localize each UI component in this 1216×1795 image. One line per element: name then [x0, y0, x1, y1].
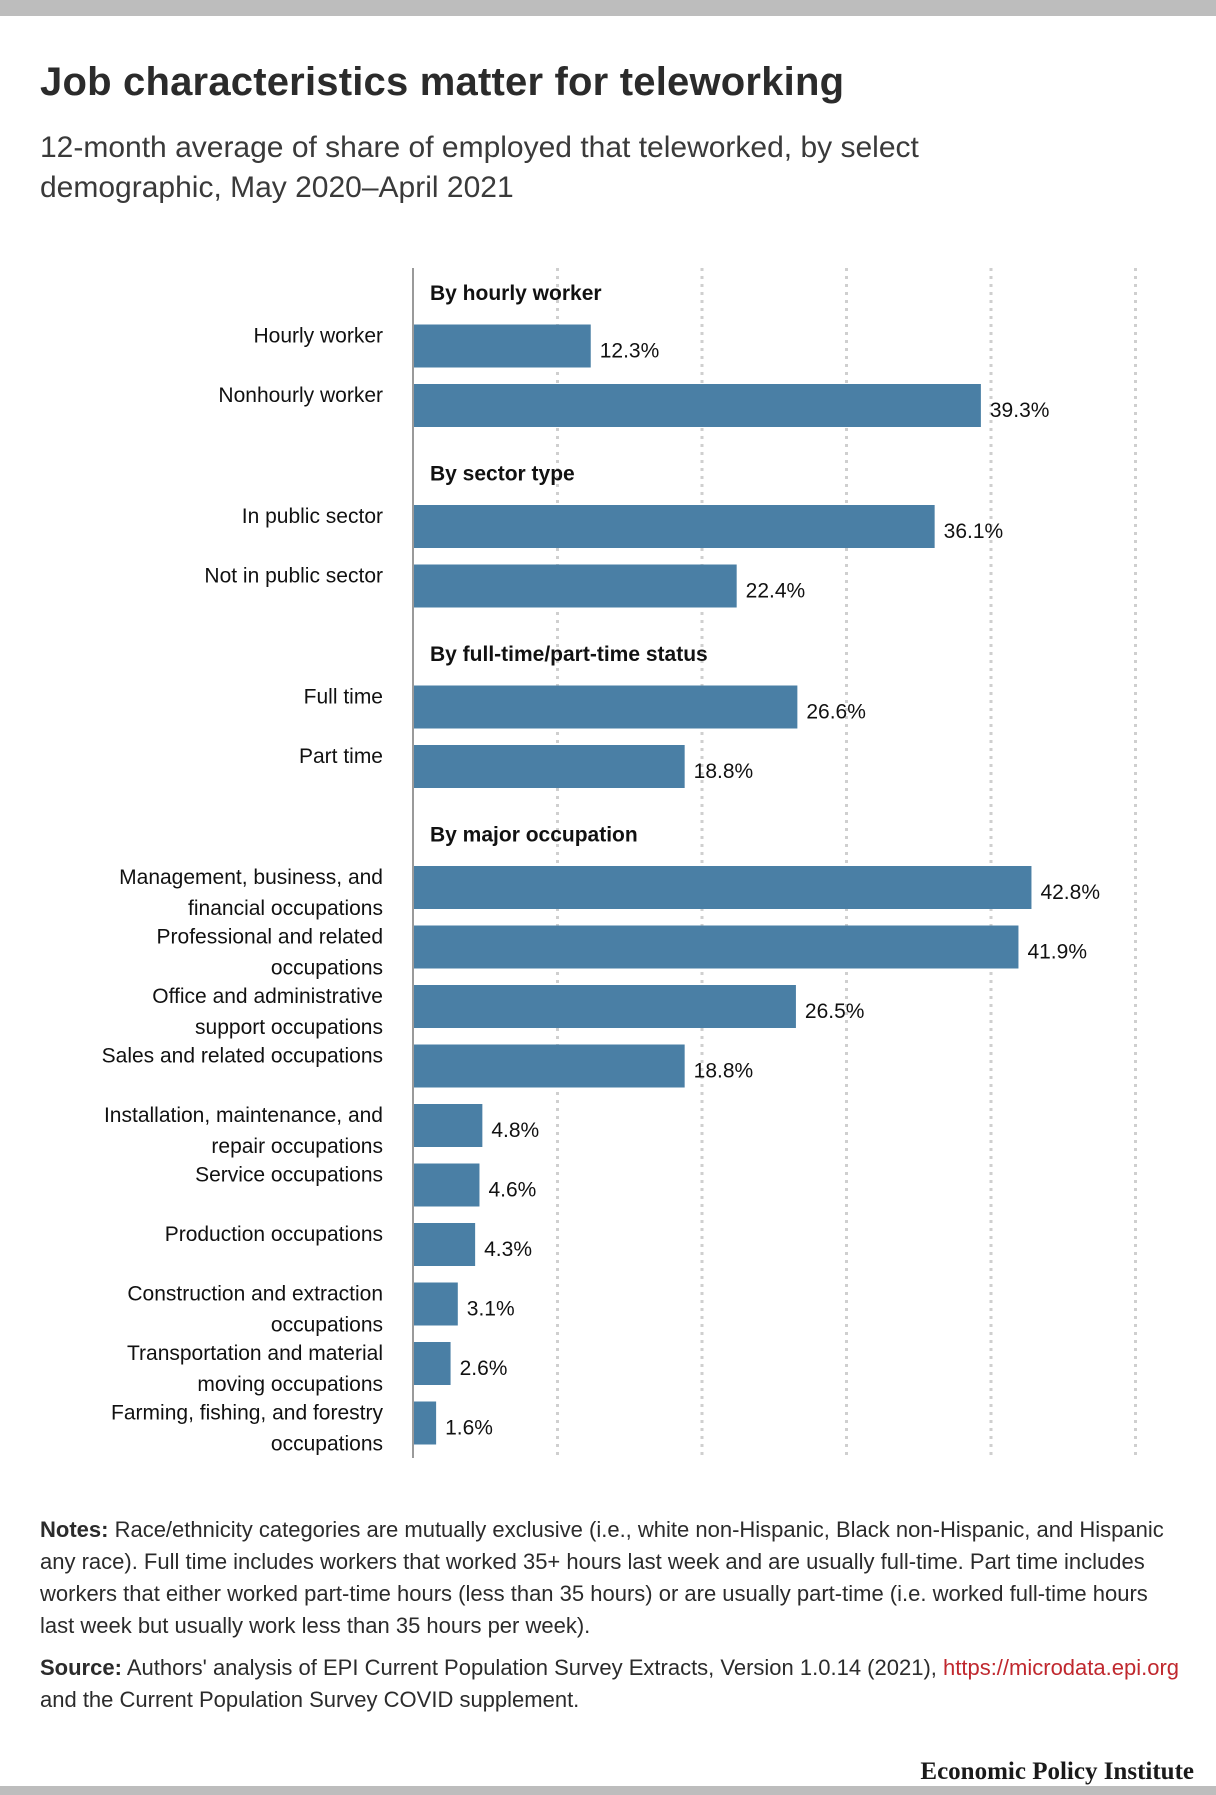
category-label: Part time — [299, 745, 383, 768]
bar — [413, 1044, 685, 1088]
category-label: Service occupations — [195, 1164, 383, 1187]
bar-value-label: 26.6% — [806, 701, 866, 724]
bar-value-label: 12.3% — [600, 340, 660, 363]
bar — [413, 985, 796, 1028]
category-label: Not in public sector — [204, 565, 383, 588]
bar — [413, 925, 1019, 969]
source-label: Source: — [40, 1655, 122, 1680]
source: Source: Authors' analysis of EPI Current… — [40, 1652, 1180, 1716]
group-header: By full-time/part-time status — [430, 643, 708, 666]
bar — [413, 324, 591, 368]
bar — [413, 1401, 437, 1445]
category-label: Professional and related — [157, 926, 383, 949]
category-label: financial occupations — [188, 897, 383, 920]
source-link[interactable]: https://microdata.epi.org — [943, 1655, 1180, 1680]
category-label: Sales and related occupations — [102, 1045, 383, 1068]
category-label: occupations — [271, 1314, 383, 1337]
bar-value-label: 1.6% — [445, 1417, 493, 1440]
category-label: Office and administrative — [152, 985, 383, 1008]
group-header: By hourly worker — [430, 282, 602, 305]
bar — [413, 685, 798, 729]
bar — [413, 745, 685, 788]
category-label: Full time — [304, 686, 383, 709]
bar-value-label: 26.5% — [805, 1000, 865, 1023]
bar-chart: By hourly worker 12.3% Hourly worker 39.3% N… — [102, 268, 1137, 1458]
bar — [413, 1342, 451, 1385]
bar — [413, 564, 737, 608]
notes: Notes: Race/ethnicity categories are mut… — [40, 1514, 1180, 1642]
category-label: Hourly worker — [253, 325, 383, 348]
bar-value-label: 2.6% — [460, 1357, 508, 1380]
category-label: occupations — [271, 1433, 383, 1456]
category-label: support occupations — [195, 1016, 383, 1039]
bar-value-label: 39.3% — [990, 399, 1050, 422]
bar-value-label: 41.9% — [1027, 941, 1087, 964]
chart-subtitle: 12-month average of share of employed th… — [40, 131, 919, 204]
source-text: Authors' analysis of EPI Current Populat… — [121, 1655, 943, 1680]
notes-text: Race/ethnicity categories are mutually e… — [40, 1517, 1164, 1638]
bar — [413, 1163, 480, 1207]
bar-value-label: 3.1% — [467, 1298, 515, 1321]
category-label: Management, business, and — [119, 866, 383, 889]
category-label: In public sector — [242, 505, 383, 528]
category-label: Nonhourly worker — [218, 384, 383, 407]
bar — [413, 1104, 483, 1147]
bar-value-label: 18.8% — [694, 760, 754, 783]
bar-value-label: 36.1% — [944, 520, 1004, 543]
bar — [413, 1282, 458, 1326]
group-header: By sector type — [430, 463, 575, 486]
category-label: occupations — [271, 957, 383, 980]
bar — [413, 866, 1032, 909]
chart-title: Job characteristics matter for teleworki… — [40, 60, 845, 104]
bar-value-label: 42.8% — [1040, 881, 1100, 904]
bar — [413, 1223, 476, 1266]
category-label: Transportation and material — [127, 1342, 383, 1365]
bar-value-label: 4.6% — [488, 1179, 536, 1202]
source-text-end: and the Current Population Survey COVID … — [40, 1687, 580, 1712]
bottom-border — [0, 1786, 1216, 1795]
category-label: Construction and extraction — [127, 1283, 383, 1306]
bar-value-label: 4.3% — [484, 1238, 532, 1261]
category-label: Farming, fishing, and forestry — [111, 1402, 383, 1425]
epi-logo: Economic Policy Institute — [920, 1758, 1194, 1785]
top-border — [0, 0, 1216, 16]
category-label: Production occupations — [165, 1223, 383, 1246]
notes-label: Notes: — [40, 1517, 109, 1542]
bar-value-label: 18.8% — [694, 1060, 754, 1083]
bar-value-label: 22.4% — [746, 580, 806, 603]
category-label: Installation, maintenance, and — [104, 1104, 383, 1127]
category-label: repair occupations — [211, 1135, 383, 1158]
bar — [413, 384, 981, 427]
group-header: By major occupation — [430, 824, 638, 847]
category-label: moving occupations — [197, 1373, 383, 1396]
bar — [413, 505, 935, 548]
bar-value-label: 4.8% — [491, 1119, 539, 1142]
